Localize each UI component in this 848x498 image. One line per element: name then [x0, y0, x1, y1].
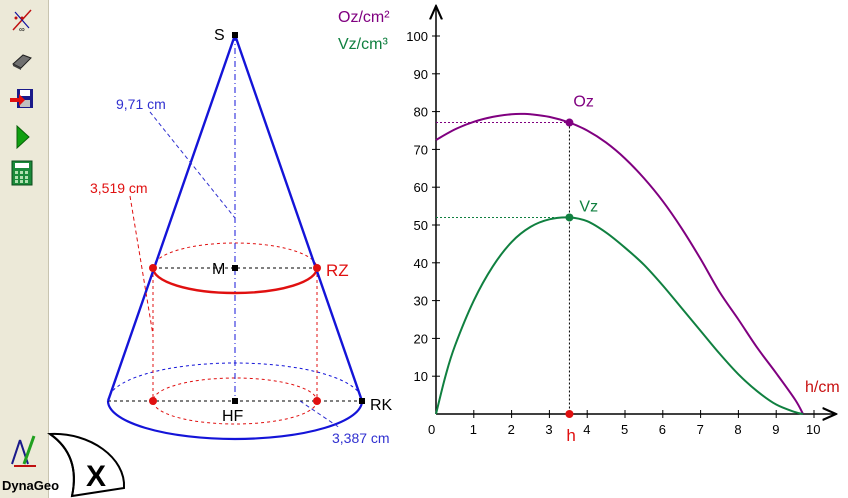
- tool-palette: ∞: [0, 0, 49, 498]
- app-name: DynaGeo: [2, 478, 59, 493]
- cone-right-edge: [233, 34, 364, 402]
- chart-area: Oz/cm² Vz/cm³ h/cm 0 1 2 3 4 5 6 7 8 9 10 10 20 30 40 5…: [338, 6, 840, 445]
- center-label: M: [212, 261, 225, 278]
- h-marker-label: h: [566, 426, 575, 445]
- cone-construction: S M RZ HF RK 9,71 cm 3,519 cm 3,387 cm: [90, 27, 393, 446]
- y-tick-label: 50: [414, 218, 428, 233]
- x-tick-label: 9: [772, 422, 779, 437]
- x-tick-label: 8: [734, 422, 741, 437]
- cylinder-point-left-top: [149, 264, 157, 272]
- base-ellipse-front: [106, 400, 364, 441]
- svg-text:∞: ∞: [19, 25, 25, 34]
- y-tick-label: 30: [414, 294, 428, 309]
- vz-point-label: Vz: [579, 198, 598, 215]
- delete-construction-icon[interactable]: ∞: [7, 6, 37, 36]
- height-dim-leader: [149, 111, 236, 219]
- compass-icon: [11, 435, 36, 467]
- apex-label: S: [214, 27, 225, 44]
- y-tick-label: 10: [414, 369, 428, 384]
- cut-point-label: RZ: [326, 261, 349, 280]
- base-point-rk: [359, 398, 365, 404]
- y-tick-label: 40: [414, 256, 428, 271]
- cylinder-radius-dim-leader: [129, 195, 154, 336]
- vz-point: [565, 213, 574, 222]
- x-tick-label: 2: [508, 422, 515, 437]
- center-point-m: [232, 265, 238, 271]
- cylinder-point-rz: [313, 264, 321, 272]
- y-tick-label: 60: [414, 180, 428, 195]
- x-tick-label: 1: [470, 422, 477, 437]
- cylinder-radius-dimension-label: 3,519 cm: [90, 180, 148, 196]
- base-point-label: RK: [370, 397, 393, 414]
- apex-point: [232, 32, 238, 38]
- x-tick-label: 0: [428, 422, 435, 437]
- base-center-point: [232, 398, 238, 404]
- logo-mark: X: [86, 460, 106, 493]
- vz-series-label: Vz/cm³: [338, 36, 388, 53]
- x-tick-label: 3: [545, 422, 552, 437]
- series-line-oz: [435, 112, 804, 415]
- height-dimension-label: 9,71 cm: [116, 96, 166, 112]
- base-radius-dim-leader: [299, 400, 341, 429]
- dynageo-logo: DynaGeo X: [2, 432, 126, 498]
- cylinder-point-left-bottom: [149, 397, 157, 405]
- x-tick-label: 10: [806, 422, 820, 437]
- series-line-vz: [435, 216, 804, 415]
- save-icon[interactable]: [7, 84, 37, 114]
- x-axis-label: h/cm: [805, 379, 840, 396]
- cylinder-top-back: [152, 242, 318, 269]
- x-tick-label: 6: [659, 422, 666, 437]
- eraser-icon[interactable]: [7, 46, 37, 76]
- x-tick-label: 4: [583, 422, 590, 437]
- play-animation-icon[interactable]: [7, 122, 37, 152]
- y-tick-label: 80: [414, 105, 428, 120]
- y-tick-label: 70: [414, 142, 428, 157]
- base-radius-dimension-label: 3,387 cm: [332, 430, 390, 446]
- oz-point: [565, 118, 574, 127]
- y-tick-label: 20: [414, 331, 428, 346]
- cylinder-point-right-bottom: [313, 397, 321, 405]
- oz-point-label: Oz: [573, 94, 593, 111]
- oz-series-label: Oz/cm²: [338, 9, 390, 26]
- cylinder-top-front: [151, 267, 319, 295]
- calculator-icon[interactable]: [7, 158, 37, 188]
- h-slider-point: [565, 410, 574, 418]
- y-tick-label: 100: [406, 29, 428, 44]
- x-tick-label: 7: [697, 422, 704, 437]
- base-center-label: HF: [222, 408, 244, 425]
- y-tick-label: 90: [414, 67, 428, 82]
- cone-left-edge: [106, 34, 237, 402]
- x-tick-label: 5: [621, 422, 628, 437]
